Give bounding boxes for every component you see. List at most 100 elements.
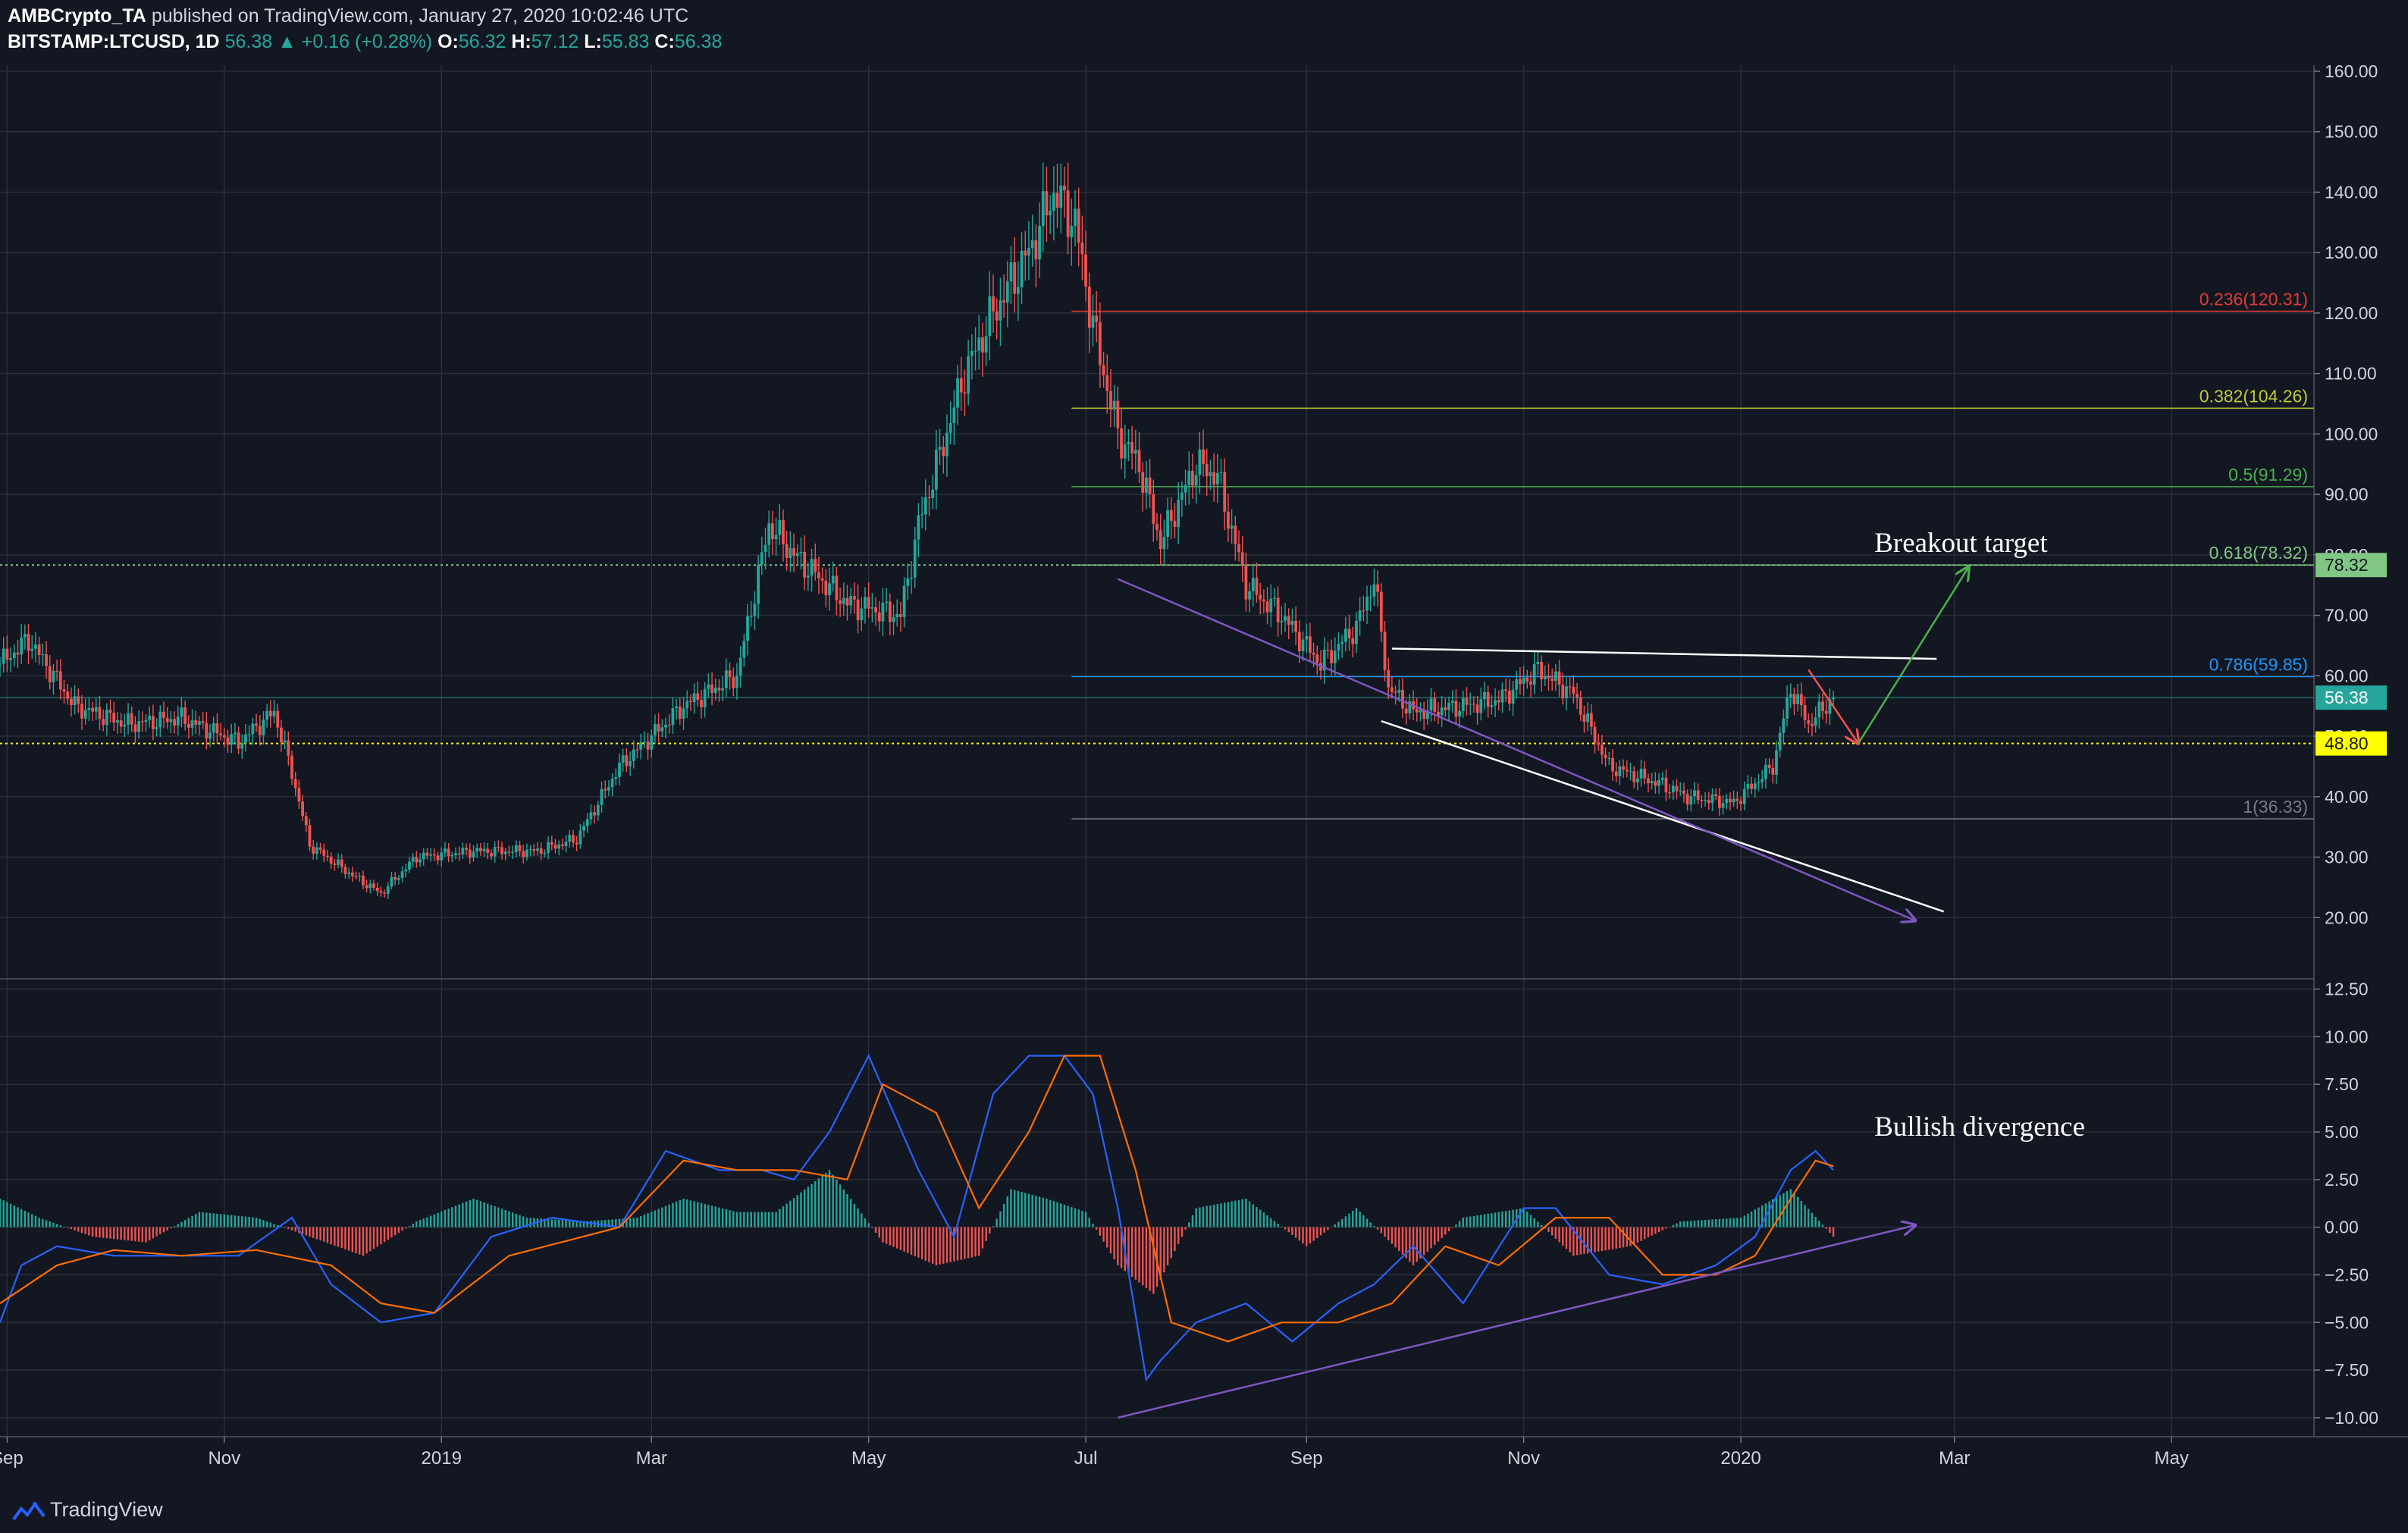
candle-body [240,742,244,749]
candle-body [753,603,757,616]
candle-body [127,713,130,725]
candle-body [1052,193,1055,212]
candle-body [45,654,48,666]
candle-body [999,300,1002,321]
candle-body [137,721,141,732]
candle-body [760,552,763,565]
candle-body [1191,471,1194,486]
macd-histogram[interactable] [0,1170,1835,1294]
candle-body [1550,678,1554,681]
symbol-label[interactable]: BITSTAMP:LTCUSD, 1D [8,31,220,52]
candle-body [1629,771,1632,773]
candle-body [1209,472,1212,477]
low-label: L: [584,31,602,52]
candle-body [1696,790,1700,801]
candle-body [539,848,543,854]
macd-axis[interactable]: 12.50 10.00 7.50 5.00 2.50 0.00 −2.50 −5.00 −7.5… [2314,980,2378,1428]
candle-body [1066,190,1070,237]
candle-body [1005,281,1009,303]
candle-body [393,876,397,880]
candle-body [379,891,383,893]
candle-body [1084,254,1087,287]
candle-body [315,847,318,854]
candle-body [1379,591,1383,632]
candle-body [340,859,343,867]
candle-body [1237,544,1240,553]
candle-body [596,804,600,816]
candle-body [247,734,251,735]
candle-body [689,701,692,703]
candle-body [1689,796,1693,805]
candle-body [970,351,974,356]
candle-body [923,497,927,515]
candle-body [1693,790,1696,797]
candle-body [440,852,444,861]
footer: TradingView [0,1488,2408,1533]
candle-body [1660,777,1664,780]
candle-body [425,852,429,856]
tradingview-logo[interactable]: TradingView [12,1498,163,1522]
time-axis[interactable]: Sep Nov 2019 Mar May Jul Sep Nov 2020 Mar May [0,1437,2189,1469]
fib-levels[interactable]: 0.236(120.31) 0.382(104.26) 0.5(91.29) 0.61… [1071,289,2314,820]
candle-body [1643,768,1647,779]
candle-body [112,713,116,723]
candle-body [233,732,237,735]
candle-body [173,719,176,726]
candle-body [1454,701,1458,717]
divergence-trendline[interactable] [1118,1225,1915,1419]
price-axis-label: 140.00 [2325,182,2378,202]
candle-body [169,719,173,723]
signal-line[interactable] [0,1055,1834,1343]
candle-body [1604,754,1607,759]
candle-body [1519,679,1522,685]
trendlines[interactable] [1117,567,1968,920]
candle-body [1098,321,1102,365]
price-axis[interactable]: 160.00 150.00 140.00 130.00 120.00 110.00 100.… [2314,61,2387,927]
candle-body [1205,464,1209,477]
candle-body [1757,782,1761,784]
candle-body [375,887,379,892]
candle-body [486,848,490,854]
candle-body [824,580,828,596]
macd-axis-label: 0.00 [2325,1218,2359,1237]
candle-body [1717,795,1721,808]
candle-body [165,717,169,723]
candle-body [1351,638,1355,644]
candle-body [500,847,503,854]
price-badge [2316,731,2387,756]
candle-body [511,851,515,854]
price-candles[interactable] [0,162,1836,899]
candle-body [482,848,486,851]
author-name[interactable]: AMBCrypto_TA [8,5,146,27]
candle-body [828,583,831,596]
candle-body [158,711,162,728]
candle-body [1450,701,1454,704]
open-label: O: [437,31,459,52]
candle-body [1322,649,1326,671]
candle-body [1782,718,1786,733]
candle-body [1764,764,1767,779]
price-axis-label: 130.00 [2325,243,2378,262]
macd-line[interactable] [0,1053,1834,1382]
price-axis-label: 30.00 [2325,848,2369,867]
candle-body [372,883,375,888]
candle-body [1169,509,1173,522]
candle-body [1394,691,1397,693]
time-axis-label: Sep [1290,1448,1323,1469]
candle-body [1704,800,1707,801]
candle-body [490,853,493,857]
candle-body [1632,771,1636,782]
candle-body [864,597,867,609]
candle-body [625,755,629,766]
candle-body [1162,537,1166,550]
macd-axis-label: −2.50 [2325,1265,2369,1284]
candle-body [1828,699,1832,714]
candle-body [272,710,276,716]
candle-body [318,847,322,850]
candle-body [450,854,454,857]
candle-body [493,847,497,857]
candle-body [457,853,461,854]
candle-body [1811,723,1814,726]
candle-body [1312,652,1315,655]
